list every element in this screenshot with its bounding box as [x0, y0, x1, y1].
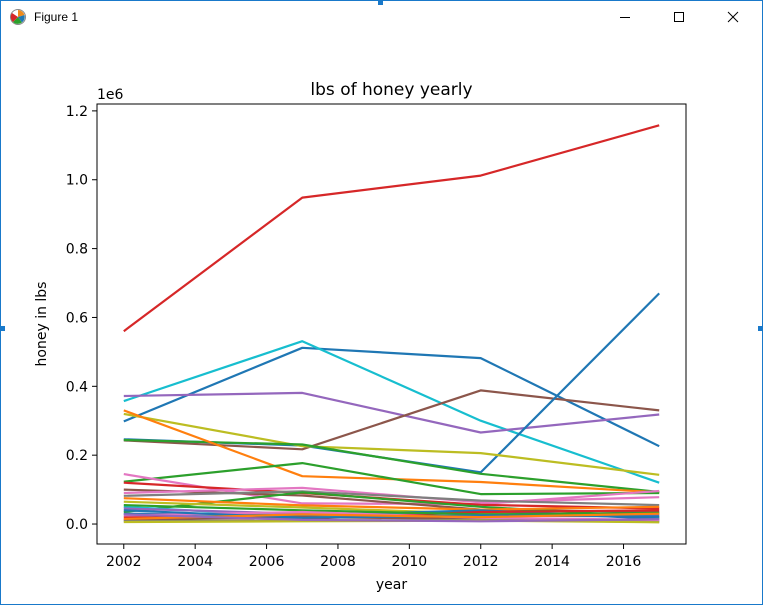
axes-frame: [96, 103, 687, 545]
y-tick-label: 0.2: [66, 448, 88, 464]
series-line-10: [123, 462, 660, 496]
y-axis-offset-text: 1e6: [97, 87, 124, 103]
series-line-7: [123, 412, 660, 476]
close-icon: [727, 11, 739, 23]
series-line-15: [123, 490, 660, 507]
close-button[interactable]: [710, 1, 756, 33]
resize-handle-left[interactable]: [0, 326, 5, 331]
y-tick-label: 0.8: [66, 242, 88, 258]
minimize-button[interactable]: [602, 1, 648, 33]
x-tick-label: 2006: [249, 554, 285, 570]
window-title: Figure 1: [34, 10, 79, 24]
series-line-4: [123, 391, 660, 434]
y-tick-label: 1.2: [66, 104, 88, 120]
x-tick-label: 2004: [177, 554, 213, 570]
series-line-3: [123, 340, 660, 484]
y-tick-label: 0.6: [66, 310, 88, 326]
x-tick-label: 2002: [106, 554, 142, 570]
y-tick-label: 0.0: [66, 517, 88, 533]
x-tick-label: 2008: [320, 554, 356, 570]
y-tick-label: 0.4: [66, 379, 88, 395]
minimize-icon: [620, 17, 630, 18]
title-bar[interactable]: Figure 1: [1, 1, 762, 34]
x-tick-label: 2014: [534, 554, 570, 570]
series-line-2: [123, 346, 660, 448]
series-layer: [123, 124, 660, 524]
series-line-6: [123, 292, 660, 474]
maximize-button[interactable]: [656, 1, 702, 33]
x-tick-label: 2010: [392, 554, 428, 570]
x-tick-label: 2016: [606, 554, 642, 570]
series-line-5: [123, 389, 660, 451]
series-line-17: [123, 497, 660, 511]
line-chart: 2002 2004 2006 2008 2010 2012 2014 2016 0.0 0.2 0.…: [34, 80, 687, 593]
y-axis-label: honey in lbs: [34, 282, 50, 367]
series-line-30: [123, 513, 660, 523]
x-axis-label: year: [376, 577, 407, 593]
series-line-1: [123, 124, 660, 333]
maximize-icon: [674, 12, 684, 22]
chart-title: lbs of honey yearly: [310, 80, 472, 100]
ticks-layer: 2002 2004 2006 2008 2010 2012 2014 2016 0.0 0.2 0.…: [66, 104, 642, 570]
resize-handle-right[interactable]: [758, 326, 763, 331]
matplotlib-icon: [10, 9, 26, 25]
x-tick-label: 2012: [463, 554, 499, 570]
y-tick-label: 1.0: [66, 173, 88, 189]
resize-handle-top[interactable]: [378, 0, 383, 5]
series-line-25: [123, 504, 660, 516]
